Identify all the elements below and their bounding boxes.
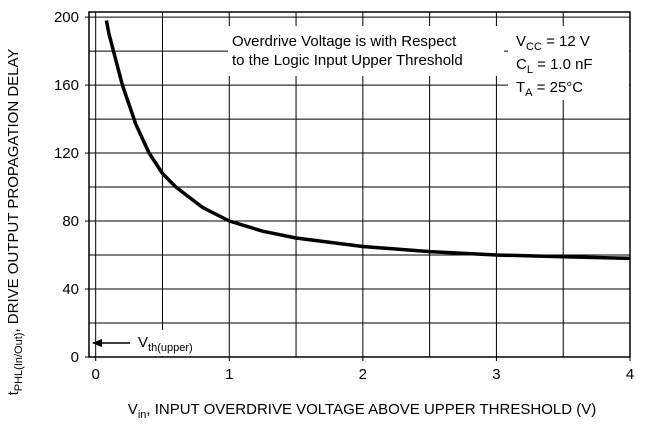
conditions-bg [508,26,629,100]
condition-sub: L [527,64,533,76]
x-tick-label: 2 [359,366,367,383]
threshold-bg [134,330,224,356]
y-axis-label-sub: PHL(In/Out) [13,333,25,392]
x-axis-label-base: V [128,401,138,418]
y-axis-label-base: t [5,390,22,395]
x-tick-label: 0 [92,366,100,383]
condition: VCC = 12 V [516,33,590,53]
x-axis-label-rest: , INPUT OVERDRIVE VOLTAGE ABOVE UPPER TH… [146,401,596,418]
condition-rest: = 1.0 nF [533,56,593,73]
condition-sub: A [525,87,533,99]
x-axis-label: Vin, INPUT OVERDRIVE VOLTAGE ABOVE UPPER… [128,401,596,421]
condition: CL = 1.0 nF [516,56,593,76]
y-tick-label: 160 [54,77,79,94]
condition-rest: = 25°C [533,79,584,96]
curve [104,20,631,261]
condition-base: V [516,33,526,50]
y-axis-label-rest: , DRIVE OUTPUT PROPAGATION DELAY [5,49,22,333]
note-bg [228,26,504,76]
threshold-label-base: V [138,334,148,351]
y-tick-label: 200 [54,9,79,26]
note-line: to the Logic Input Upper Threshold [232,52,463,69]
plot-frame [88,11,631,358]
condition: TA = 25°C [516,79,583,99]
threshold-label: Vth(upper) [138,334,193,354]
y-tick-label: 0 [71,349,79,366]
condition-base: C [516,56,527,73]
x-tick-label: 3 [492,366,500,383]
arrow-head [92,339,102,347]
condition-sub: CC [526,41,542,53]
x-tick-label: 1 [225,366,233,383]
y-tick-label: 80 [62,213,79,230]
condition-rest: = 12 V [542,33,590,50]
x-axis-label-sub: in [138,409,147,421]
y-tick-label: 40 [62,281,79,298]
y-tick-label: 120 [54,145,79,162]
x-tick-label: 4 [626,366,634,383]
note-line: Overdrive Voltage is with Respect [232,33,457,50]
threshold-label-sub: th(upper) [148,342,193,354]
condition-base: T [516,79,525,96]
y-axis-label: tPHL(In/Out), DRIVE OUTPUT PROPAGATION D… [5,49,25,396]
